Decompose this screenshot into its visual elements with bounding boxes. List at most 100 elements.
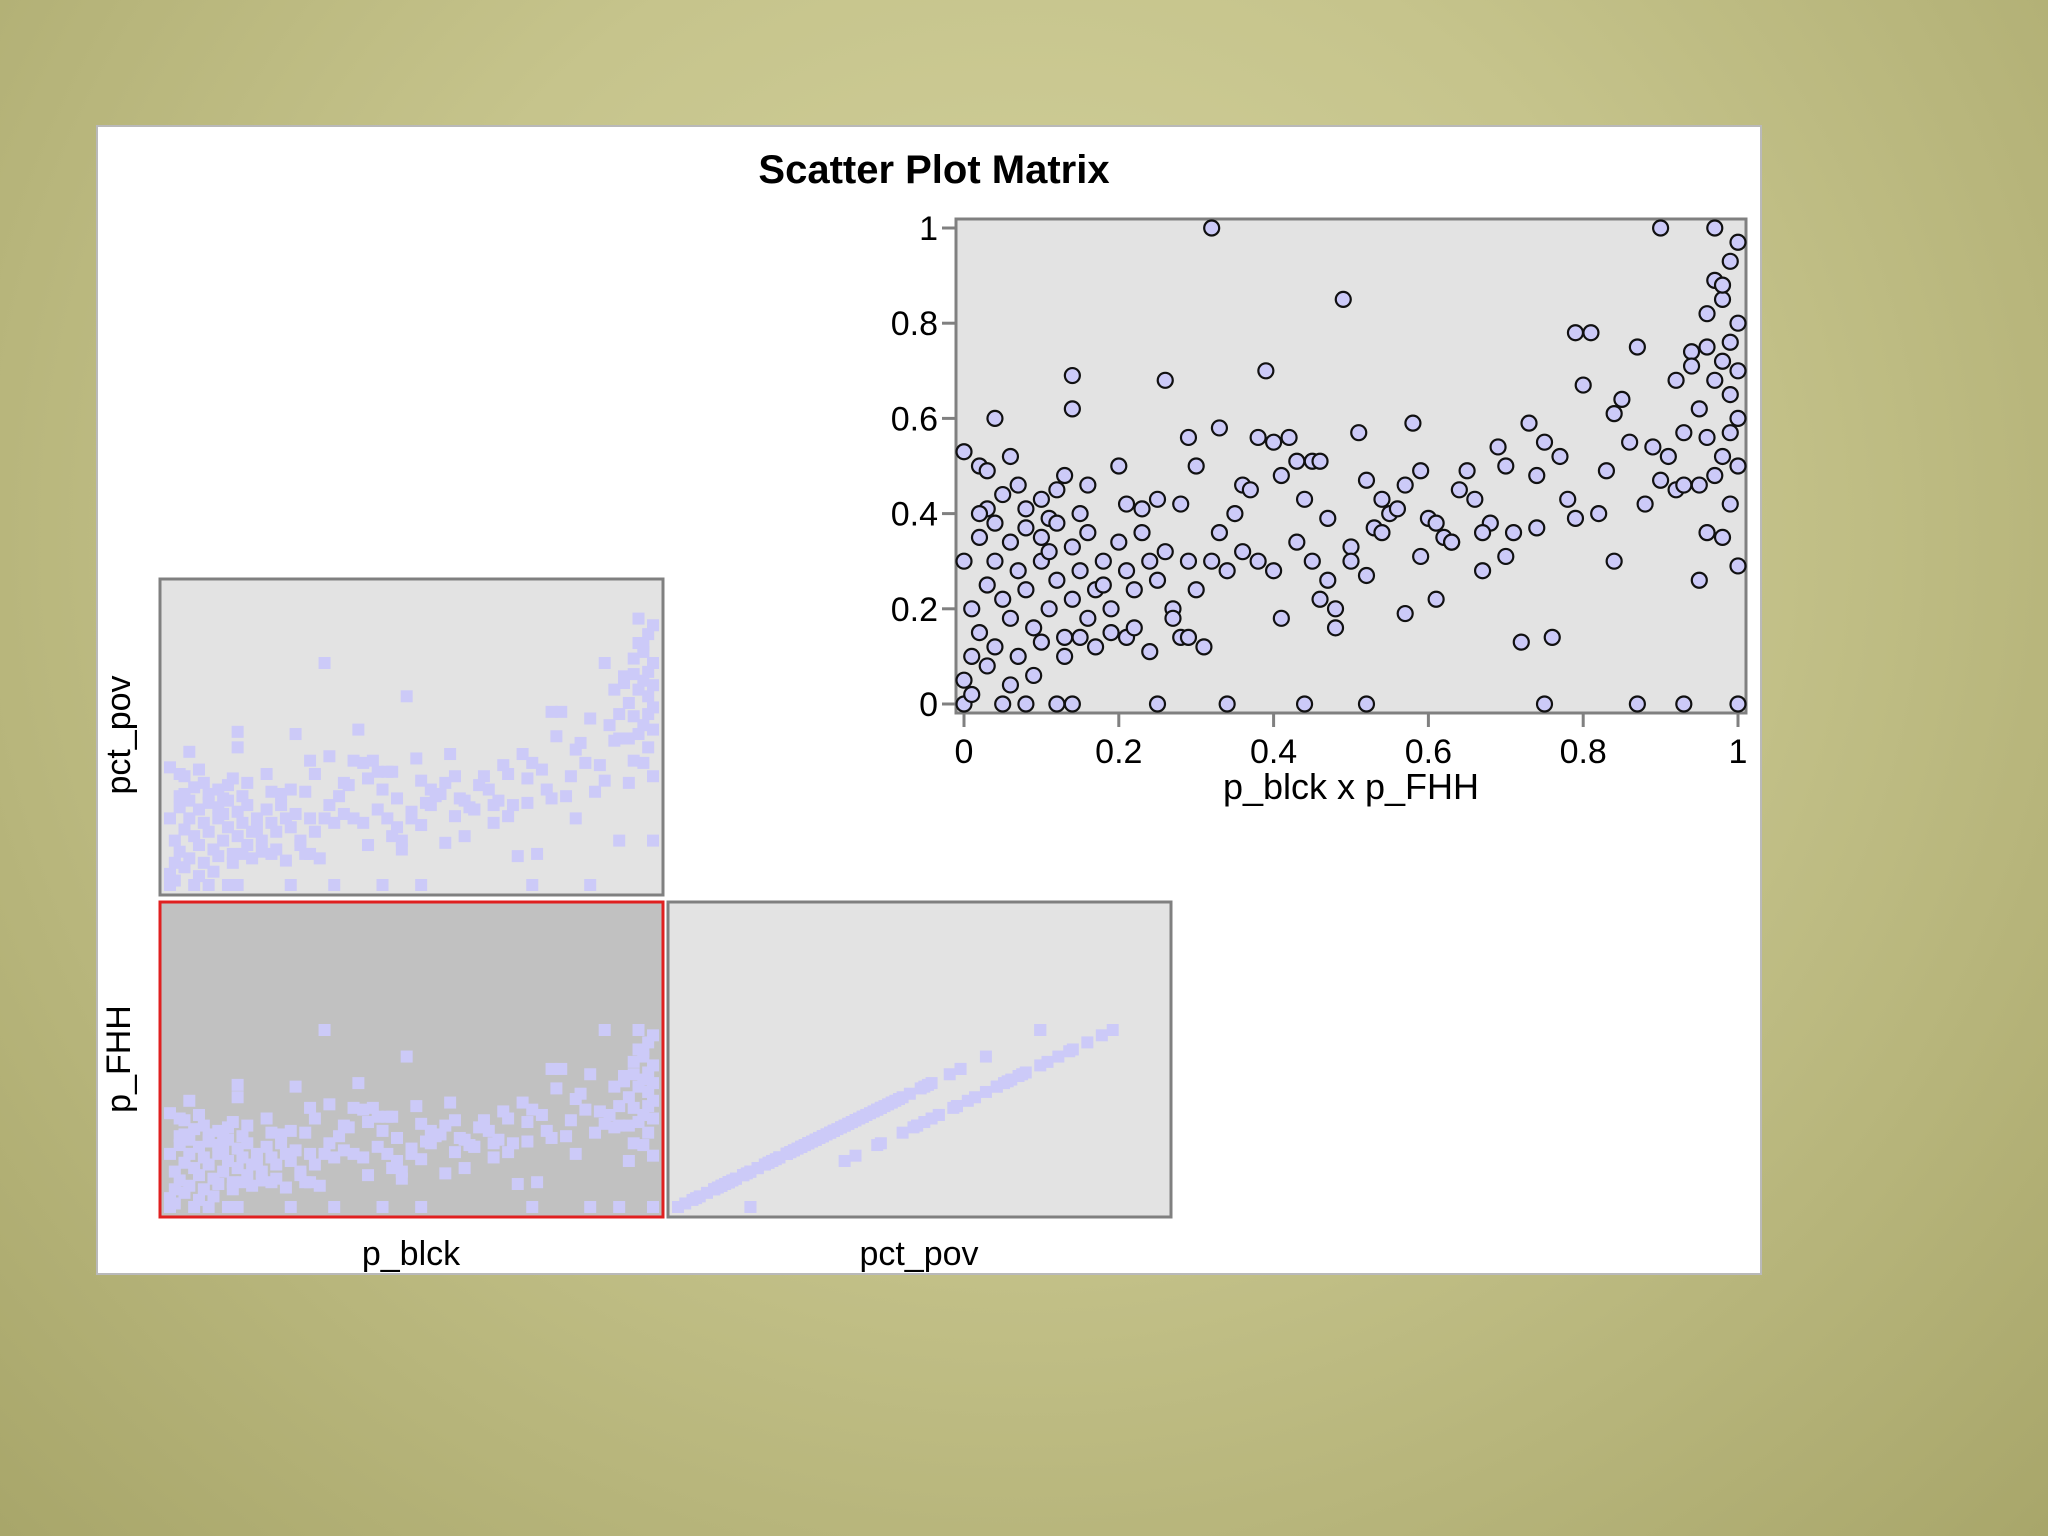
- data-point: [569, 1147, 582, 1160]
- data-point: [1133, 524, 1151, 542]
- data-point: [531, 847, 544, 860]
- data-point: [994, 485, 1012, 504]
- data-point: [318, 657, 331, 669]
- data-point: [1729, 233, 1747, 251]
- matrix-row-label-pfhh: p_FHH: [100, 1005, 138, 1113]
- x-tick-label: 0.4: [1250, 733, 1297, 771]
- data-point: [1071, 505, 1089, 523]
- data-point: [990, 1080, 1003, 1093]
- chart-panel: Scatter Plot Matrix 0 0.2 0.4 0.6 0.8 1 0 0.2 0.…: [96, 125, 1762, 1275]
- data-point: [1466, 490, 1484, 508]
- data-point: [371, 803, 384, 816]
- data-point: [439, 836, 452, 849]
- data-point: [270, 1158, 283, 1171]
- data-point: [371, 1140, 384, 1153]
- data-point: [802, 1137, 815, 1150]
- data-point: [284, 1154, 297, 1167]
- data-point: [955, 552, 973, 570]
- data-point: [284, 783, 297, 796]
- data-point: [1706, 219, 1724, 237]
- data-point: [1512, 633, 1530, 651]
- data-point: [502, 1146, 515, 1159]
- data-point: [221, 879, 234, 891]
- data-point: [1311, 590, 1329, 608]
- data-point: [328, 1151, 341, 1164]
- data-point: [627, 754, 640, 767]
- data-point: [246, 1179, 259, 1192]
- data-point: [260, 1112, 273, 1125]
- data-point: [183, 794, 196, 807]
- data-point: [1001, 447, 1020, 466]
- data-point: [589, 785, 602, 798]
- y-tick-label: 0.6: [891, 400, 938, 438]
- data-point: [1063, 538, 1081, 556]
- data-point: [197, 1183, 210, 1196]
- data-point: [217, 807, 230, 820]
- data-point: [1001, 609, 1020, 627]
- data-point: [1048, 514, 1066, 532]
- data-point: [217, 834, 230, 847]
- data-point: [173, 790, 186, 803]
- data-point: [323, 1098, 336, 1111]
- data-point: [284, 879, 297, 891]
- data-point: [304, 1176, 317, 1189]
- data-point: [391, 792, 404, 805]
- data-point: [642, 708, 655, 721]
- data-point: [545, 1062, 558, 1075]
- data-point: [1257, 362, 1275, 380]
- data-point: [627, 1137, 640, 1150]
- data-point: [381, 1147, 394, 1160]
- data-point: [502, 768, 515, 780]
- data-point: [1110, 457, 1128, 475]
- data-point: [477, 770, 490, 783]
- data-point: [791, 1142, 804, 1155]
- data-point: [627, 1055, 640, 1068]
- data-point: [555, 705, 568, 718]
- data-point: [231, 1201, 244, 1213]
- data-point: [1659, 447, 1677, 466]
- data-point: [347, 812, 360, 825]
- data-point: [1032, 633, 1051, 651]
- data-point: [299, 1126, 312, 1139]
- data-point: [647, 834, 659, 847]
- data-point: [1303, 552, 1321, 570]
- data-point: [1017, 500, 1035, 518]
- data-point: [970, 528, 989, 546]
- data-point: [270, 825, 283, 838]
- data-point: [1110, 533, 1128, 551]
- data-point: [516, 1096, 529, 1109]
- data-point: [1489, 438, 1507, 456]
- data-point: [1288, 533, 1306, 551]
- data-point: [192, 1169, 205, 1182]
- data-point: [178, 770, 191, 783]
- data-point: [1063, 1045, 1076, 1058]
- x-tick-label: 0.8: [1560, 733, 1607, 771]
- data-point: [299, 785, 312, 798]
- x-tick-label: 0.6: [1405, 733, 1452, 771]
- data-point: [1056, 647, 1074, 666]
- data-point: [1350, 424, 1368, 442]
- data-point: [246, 852, 259, 865]
- data-point: [405, 1147, 418, 1160]
- data-point: [526, 1103, 539, 1116]
- data-point: [1559, 490, 1577, 508]
- data-point: [838, 1154, 851, 1167]
- data-point: [270, 1172, 283, 1185]
- data-point: [415, 774, 428, 787]
- data-point: [613, 1201, 626, 1213]
- data-point: [236, 1176, 249, 1189]
- data-point: [598, 1024, 611, 1036]
- data-point: [589, 1126, 602, 1139]
- data-point: [1713, 352, 1732, 370]
- data-point: [1528, 466, 1546, 485]
- data-point: [618, 1075, 631, 1088]
- data-point: [192, 839, 205, 852]
- data-point: [328, 879, 341, 891]
- data-point: [627, 1068, 640, 1081]
- data-point: [202, 1201, 215, 1213]
- data-point: [751, 1162, 764, 1175]
- data-point: [637, 1139, 650, 1152]
- data-point: [1721, 424, 1739, 442]
- data-point: [376, 1124, 389, 1137]
- data-point: [1094, 576, 1112, 594]
